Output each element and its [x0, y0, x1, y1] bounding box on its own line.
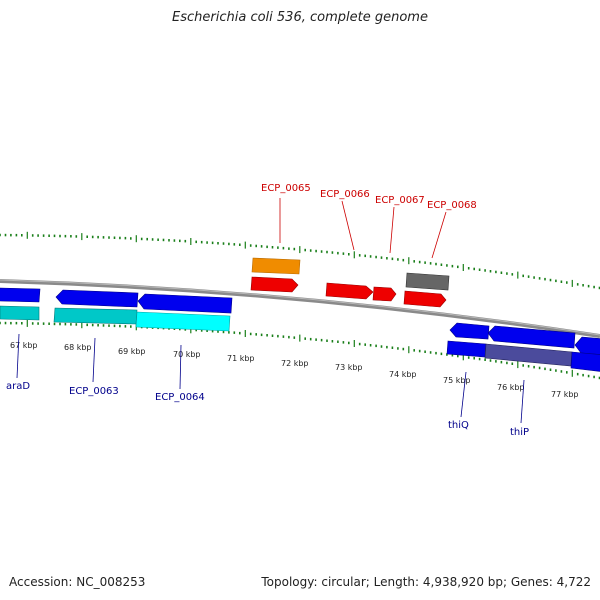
scale-label: 73 kbp: [335, 363, 363, 372]
leader-line: [520, 379, 525, 424]
cds-arad[interactable]: [0, 305, 40, 321]
leader-line: [179, 344, 182, 390]
gene-thiq[interactable]: [449, 322, 490, 340]
gene-ecp0065[interactable]: [250, 276, 299, 293]
leader-line: [389, 206, 395, 254]
gene-ecp0068[interactable]: [403, 290, 447, 308]
scale-label: 71 kbp: [227, 354, 255, 363]
bottom-gene-labels: araD ECP_0063 ECP_0064 thiQ thiP: [6, 333, 529, 438]
genome-backbone: [0, 279, 600, 338]
top-gene-labels: ECP_0065 ECP_0066 ECP_0067 ECP_0068: [261, 183, 477, 259]
scale-label: 72 kbp: [281, 359, 309, 368]
leader-line: [431, 211, 447, 259]
reverse-feature-track: [0, 287, 600, 372]
gene-label-thiq[interactable]: thiQ: [448, 420, 469, 431]
gene-ecp0064[interactable]: [137, 293, 233, 314]
gene-thib[interactable]: [574, 336, 600, 355]
gene-label-ecp0066[interactable]: ECP_0066: [320, 189, 370, 200]
cds-ecp0064[interactable]: [135, 311, 231, 332]
gene-label-arad[interactable]: araD: [6, 381, 30, 392]
scale-label: 75 kbp: [443, 376, 471, 385]
map-title: Escherichia coli 536, complete genome: [172, 10, 428, 25]
scale-label: 74 kbp: [389, 370, 417, 379]
gene-label-ecp0068[interactable]: ECP_0068: [427, 200, 477, 211]
scale-label: 69 kbp: [118, 347, 146, 356]
leader-line: [460, 371, 467, 418]
scale-label: 77 kbp: [551, 390, 579, 399]
gene-ecp0063[interactable]: [55, 289, 139, 308]
gene-thip[interactable]: [487, 325, 576, 349]
cds-thiq[interactable]: [446, 340, 487, 358]
genome-summary-text: Topology: circular; Length: 4,938,920 bp…: [261, 575, 591, 589]
scale-labels: 67 kbp 68 kbp 69 kbp 70 kbp 71 kbp 72 kb…: [10, 341, 579, 399]
forward-feature-track: [250, 257, 450, 308]
scale-label: 68 kbp: [64, 343, 92, 352]
scale-label: 67 kbp: [10, 341, 38, 350]
gene-arad[interactable]: [0, 287, 41, 303]
leader-line: [341, 200, 355, 251]
genome-backbone-highlight: [0, 279, 600, 336]
cds-thip[interactable]: [484, 343, 573, 367]
gene-label-ecp0067[interactable]: ECP_0067: [375, 195, 425, 206]
gene-ecp0067[interactable]: [372, 286, 397, 302]
gene-label-thip[interactable]: thiP: [510, 427, 529, 438]
gene-label-ecp0065[interactable]: ECP_0065: [261, 183, 311, 194]
cds-ecp0063[interactable]: [53, 307, 138, 325]
accession-text: Accession: NC_008253: [9, 575, 146, 589]
scale-label: 76 kbp: [497, 383, 525, 392]
cds-thib[interactable]: [570, 351, 600, 372]
gene-ecp0066[interactable]: [325, 282, 374, 300]
leader-line: [92, 337, 96, 383]
scale-label: 70 kbp: [173, 350, 201, 359]
gene-label-ecp0063[interactable]: ECP_0063: [69, 386, 119, 397]
top-tick-track: [0, 231, 600, 290]
gene-ecp0068-pseudo[interactable]: [405, 272, 450, 291]
gene-ecp0065-rna[interactable]: [251, 257, 301, 275]
leader-line: [16, 333, 20, 379]
gene-label-ecp0064[interactable]: ECP_0064: [155, 392, 205, 403]
